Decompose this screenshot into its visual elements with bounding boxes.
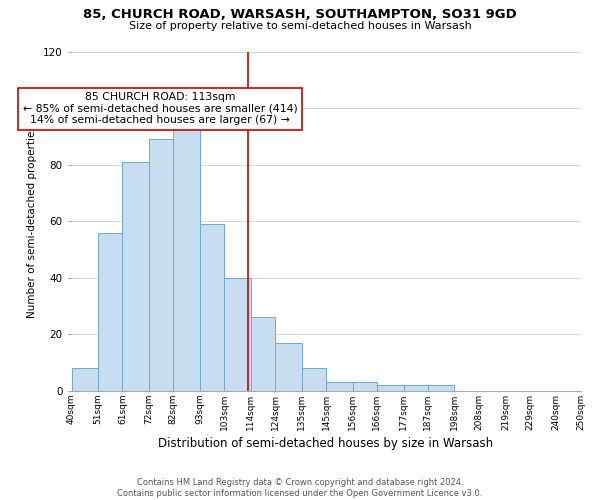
Bar [149,139,173,391]
Text: 85 CHURCH ROAD: 113sqm
← 85% of semi-detached houses are smaller (414)
14% of se: 85 CHURCH ROAD: 113sqm ← 85% of semi-det… [23,92,298,126]
Bar [326,382,353,391]
Bar [173,128,200,391]
Y-axis label: Number of semi-detached properties: Number of semi-detached properties [27,125,37,318]
Bar [404,385,428,391]
X-axis label: Distribution of semi-detached houses by size in Warsash: Distribution of semi-detached houses by … [158,437,494,450]
Bar [302,368,326,391]
Text: Contains HM Land Registry data © Crown copyright and database right 2024.
Contai: Contains HM Land Registry data © Crown c… [118,478,482,498]
Bar [377,385,404,391]
Bar [251,318,275,391]
Text: Size of property relative to semi-detached houses in Warsash: Size of property relative to semi-detach… [128,21,472,31]
Bar [98,232,122,391]
Bar [353,382,377,391]
Bar [71,368,98,391]
Bar [122,162,149,391]
Text: 85, CHURCH ROAD, WARSASH, SOUTHAMPTON, SO31 9GD: 85, CHURCH ROAD, WARSASH, SOUTHAMPTON, S… [83,8,517,20]
Bar [224,278,251,391]
Bar [428,385,454,391]
Bar [200,224,224,391]
Bar [275,343,302,391]
